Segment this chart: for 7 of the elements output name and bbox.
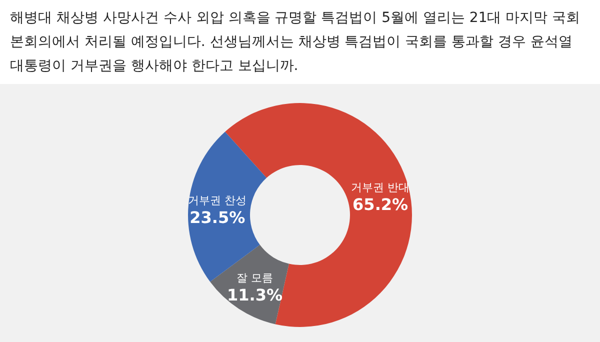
slice-label: 거부권 반대 [351, 181, 410, 194]
chart-title: 해병대 채상병 사망사건 수사 외압 의혹을 규명할 특검법이 5월에 열리는 21대 마지막 국회 본회의에서 처리될 예정입니다. 선생님께서는 채상병 특검법이 국회를 통과할 경우 윤석열 대통령이 거부권을 행사해야 한다고 보십니까. [10, 10, 580, 74]
data-label: 65.2% [352, 195, 408, 214]
data-label: 23.5% [190, 208, 246, 227]
slice-label: 잘 모름 [236, 272, 273, 285]
data-label: 11.3% [226, 286, 282, 305]
slice-label: 거부권 찬성 [188, 194, 247, 207]
